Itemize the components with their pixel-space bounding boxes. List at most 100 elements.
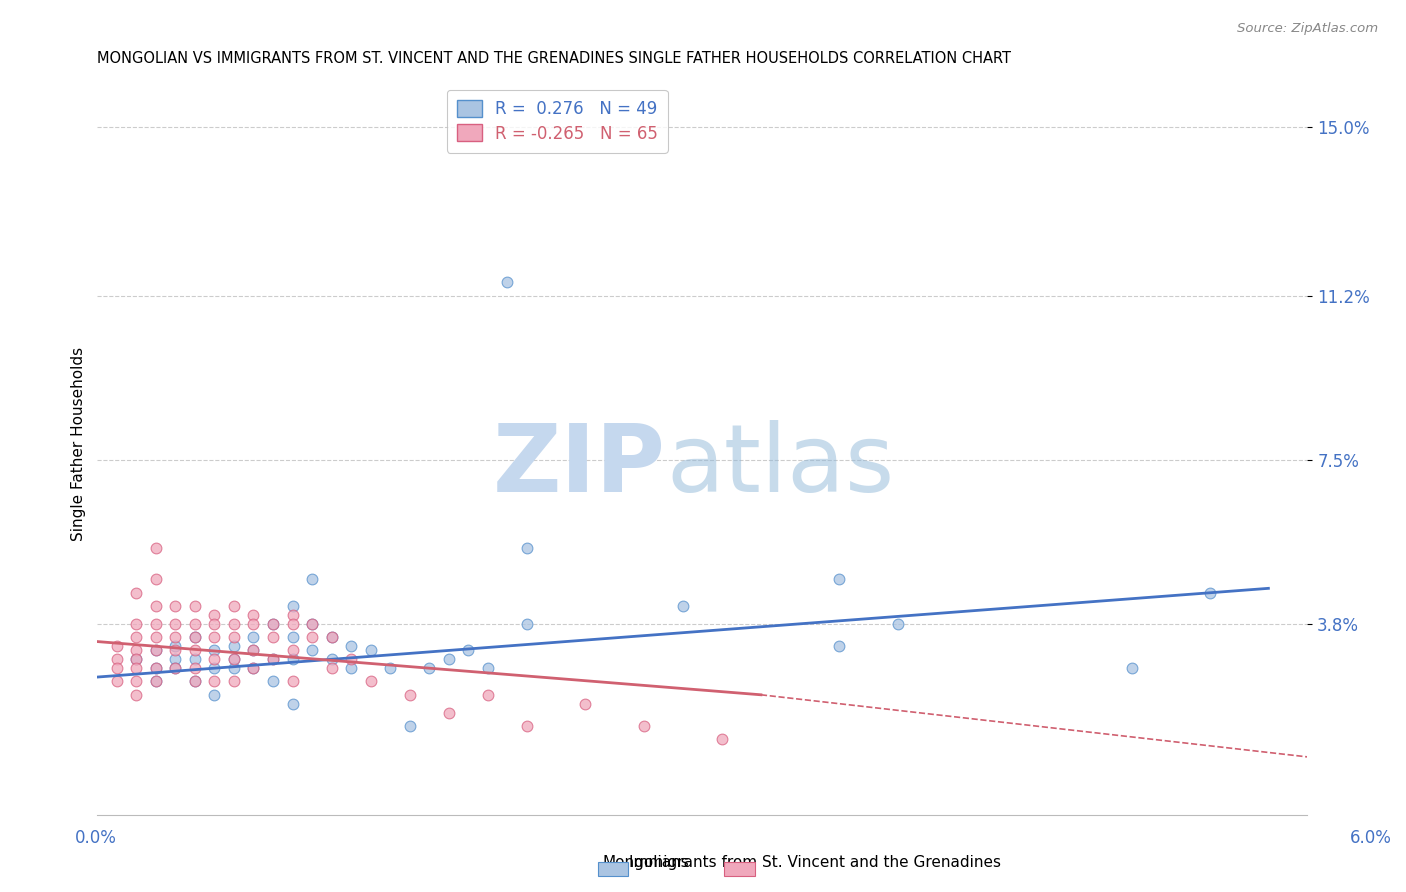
Point bbox=[516, 719, 538, 733]
Point bbox=[262, 616, 284, 631]
Point bbox=[281, 674, 304, 689]
Point bbox=[242, 643, 264, 657]
Point bbox=[165, 630, 187, 644]
Point bbox=[828, 639, 851, 653]
Point bbox=[222, 661, 245, 675]
Point bbox=[477, 688, 499, 702]
Point bbox=[165, 661, 187, 675]
Point bbox=[301, 573, 323, 587]
Point bbox=[1198, 586, 1220, 600]
Point bbox=[710, 732, 733, 747]
Point bbox=[145, 661, 167, 675]
Point bbox=[145, 674, 167, 689]
Point bbox=[125, 674, 148, 689]
Point bbox=[145, 573, 167, 587]
Point bbox=[204, 630, 226, 644]
Point bbox=[184, 616, 207, 631]
Point bbox=[1121, 661, 1143, 675]
Y-axis label: Single Father Households: Single Father Households bbox=[72, 347, 86, 541]
Point bbox=[165, 643, 187, 657]
Point bbox=[145, 661, 167, 675]
Point bbox=[165, 639, 187, 653]
Point bbox=[477, 661, 499, 675]
Point bbox=[281, 630, 304, 644]
Point bbox=[222, 674, 245, 689]
Point bbox=[281, 607, 304, 622]
Point bbox=[184, 630, 207, 644]
Text: Mongolians: Mongolians bbox=[602, 855, 689, 870]
Point bbox=[418, 661, 440, 675]
Point bbox=[184, 661, 207, 675]
Point bbox=[242, 661, 264, 675]
Text: Immigrants from St. Vincent and the Grenadines: Immigrants from St. Vincent and the Gren… bbox=[630, 855, 1001, 870]
Point bbox=[828, 573, 851, 587]
Point bbox=[184, 599, 207, 613]
Point bbox=[301, 616, 323, 631]
Point bbox=[184, 652, 207, 666]
Point bbox=[204, 688, 226, 702]
Point bbox=[301, 643, 323, 657]
Point bbox=[184, 674, 207, 689]
Point bbox=[184, 630, 207, 644]
Point bbox=[165, 616, 187, 631]
Point bbox=[301, 630, 323, 644]
Point bbox=[242, 616, 264, 631]
Point bbox=[222, 616, 245, 631]
Point bbox=[886, 616, 908, 631]
Text: 6.0%: 6.0% bbox=[1350, 829, 1392, 847]
Text: atlas: atlas bbox=[666, 420, 894, 512]
Point bbox=[105, 674, 128, 689]
Point bbox=[321, 630, 343, 644]
Point bbox=[321, 661, 343, 675]
Point bbox=[437, 706, 460, 720]
Point bbox=[145, 630, 167, 644]
Text: Source: ZipAtlas.com: Source: ZipAtlas.com bbox=[1237, 22, 1378, 36]
Point bbox=[145, 643, 167, 657]
Point bbox=[145, 616, 167, 631]
Point bbox=[222, 652, 245, 666]
Point bbox=[516, 541, 538, 556]
Text: 0.0%: 0.0% bbox=[75, 829, 117, 847]
Point bbox=[574, 697, 596, 711]
Point bbox=[281, 652, 304, 666]
Point bbox=[105, 661, 128, 675]
Point bbox=[262, 616, 284, 631]
Point bbox=[360, 674, 382, 689]
Point bbox=[145, 643, 167, 657]
Point bbox=[242, 643, 264, 657]
Point bbox=[222, 630, 245, 644]
Point bbox=[125, 652, 148, 666]
Point bbox=[204, 616, 226, 631]
Point bbox=[222, 652, 245, 666]
Point bbox=[672, 599, 695, 613]
Point bbox=[165, 652, 187, 666]
Point bbox=[321, 630, 343, 644]
Point bbox=[204, 661, 226, 675]
Point bbox=[125, 616, 148, 631]
Point bbox=[633, 719, 655, 733]
Point bbox=[281, 697, 304, 711]
Point bbox=[340, 639, 363, 653]
Point bbox=[105, 652, 128, 666]
Point bbox=[165, 661, 187, 675]
Legend: R =  0.276   N = 49, R = -0.265   N = 65: R = 0.276 N = 49, R = -0.265 N = 65 bbox=[447, 89, 668, 153]
Point bbox=[145, 541, 167, 556]
Point bbox=[222, 639, 245, 653]
Point bbox=[222, 599, 245, 613]
Point bbox=[242, 661, 264, 675]
Point bbox=[204, 652, 226, 666]
Point bbox=[204, 643, 226, 657]
Point bbox=[125, 643, 148, 657]
Point bbox=[165, 599, 187, 613]
Point bbox=[301, 616, 323, 631]
Point bbox=[437, 652, 460, 666]
Point bbox=[457, 643, 479, 657]
Point bbox=[125, 652, 148, 666]
Point bbox=[184, 674, 207, 689]
Point bbox=[145, 599, 167, 613]
Point bbox=[262, 674, 284, 689]
Text: MONGOLIAN VS IMMIGRANTS FROM ST. VINCENT AND THE GRENADINES SINGLE FATHER HOUSEH: MONGOLIAN VS IMMIGRANTS FROM ST. VINCENT… bbox=[97, 51, 1011, 66]
Point bbox=[184, 643, 207, 657]
Point bbox=[262, 652, 284, 666]
Point bbox=[125, 688, 148, 702]
